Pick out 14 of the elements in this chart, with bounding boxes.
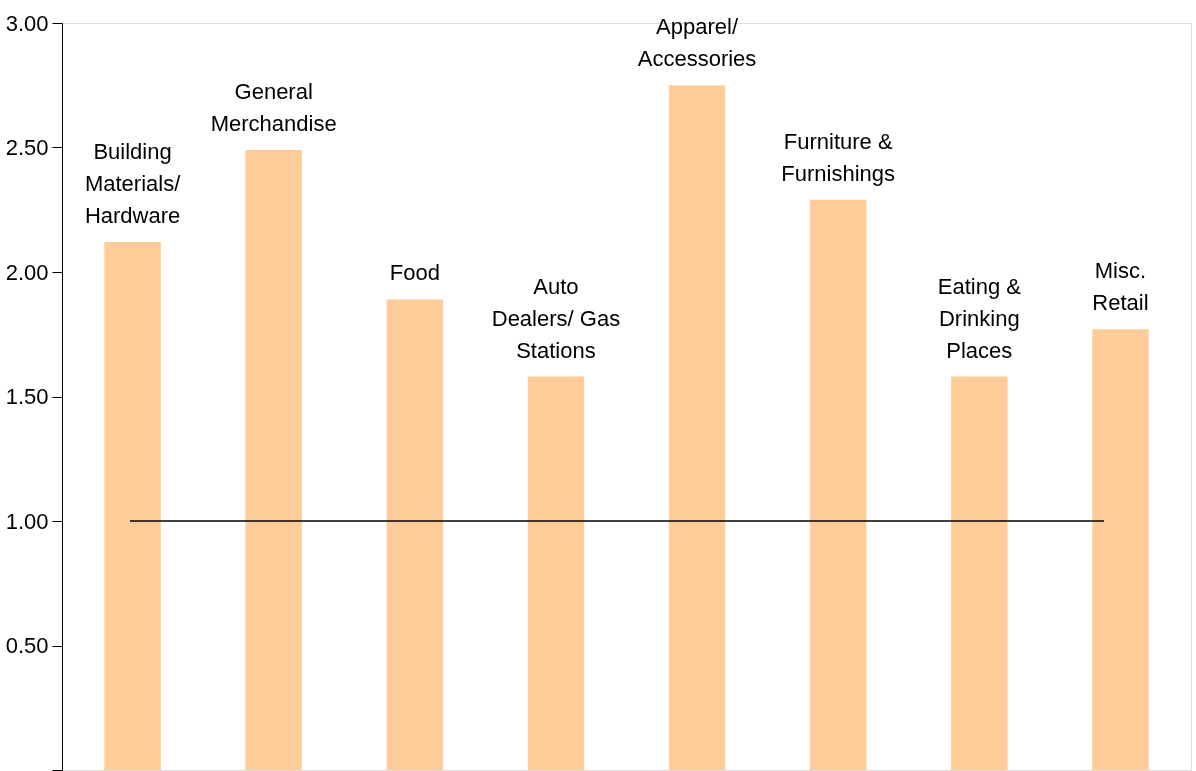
x-tick-label: General Merchandise: [210, 78, 337, 136]
x-tick-label: Eating & Drinking Places: [937, 273, 1022, 363]
y-tick-label: 2.50: [5, 135, 49, 160]
y-tick-label: 1.50: [5, 384, 49, 409]
y-tick-label: 1.00: [5, 508, 49, 534]
y-tick-label: 2.00: [5, 259, 49, 285]
y-tick-label: 0.50: [5, 633, 49, 658]
x-tick-label: Auto Dealers/ Gas Stations: [491, 273, 621, 363]
x-tick-label: Food: [389, 260, 440, 286]
x-tick-label: Building Materials/ Hardware: [84, 139, 182, 229]
x-tick-label: Apparel/ Accessories: [637, 14, 757, 72]
x-tick-label: Misc. Retail: [1092, 258, 1149, 316]
y-tick-label: 3.00: [5, 10, 49, 36]
x-tick-label: Furniture & Furnishings: [781, 128, 896, 186]
